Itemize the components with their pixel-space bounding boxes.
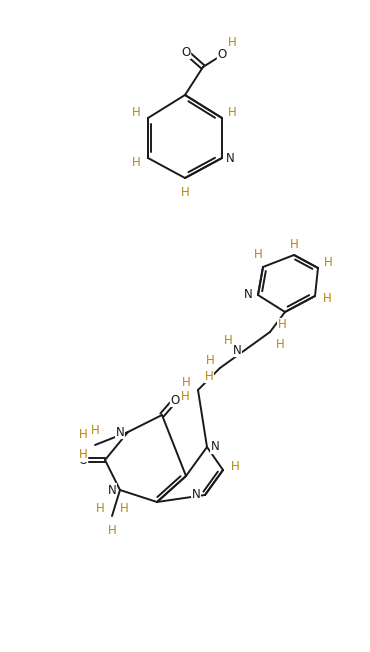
Text: N: N xyxy=(108,484,117,497)
Text: H: H xyxy=(205,370,213,383)
Text: H: H xyxy=(324,256,332,269)
Text: H: H xyxy=(253,248,262,261)
Text: O: O xyxy=(181,46,191,59)
Text: H: H xyxy=(120,501,128,514)
Text: H: H xyxy=(228,35,236,48)
Text: H: H xyxy=(91,424,100,436)
Text: H: H xyxy=(108,524,117,537)
Text: H: H xyxy=(278,318,286,331)
Text: H: H xyxy=(290,237,298,250)
Text: H: H xyxy=(79,428,87,441)
Text: N: N xyxy=(226,151,234,164)
Text: N: N xyxy=(192,488,201,501)
Text: H: H xyxy=(95,501,104,514)
Text: O: O xyxy=(218,48,226,61)
Text: H: H xyxy=(223,334,232,348)
Text: H: H xyxy=(228,106,236,119)
Text: O: O xyxy=(78,454,88,466)
Text: N: N xyxy=(211,441,219,454)
Text: N: N xyxy=(233,344,241,357)
Text: H: H xyxy=(181,391,189,404)
Text: H: H xyxy=(132,155,140,168)
Text: H: H xyxy=(182,376,191,389)
Text: O: O xyxy=(170,394,179,406)
Text: H: H xyxy=(231,460,239,473)
Text: N: N xyxy=(243,288,252,301)
Text: H: H xyxy=(276,338,285,351)
Text: H: H xyxy=(206,355,214,368)
Text: H: H xyxy=(132,106,140,119)
Text: N: N xyxy=(115,426,124,439)
Text: H: H xyxy=(181,186,189,200)
Text: H: H xyxy=(79,449,87,462)
Text: H: H xyxy=(323,293,332,306)
